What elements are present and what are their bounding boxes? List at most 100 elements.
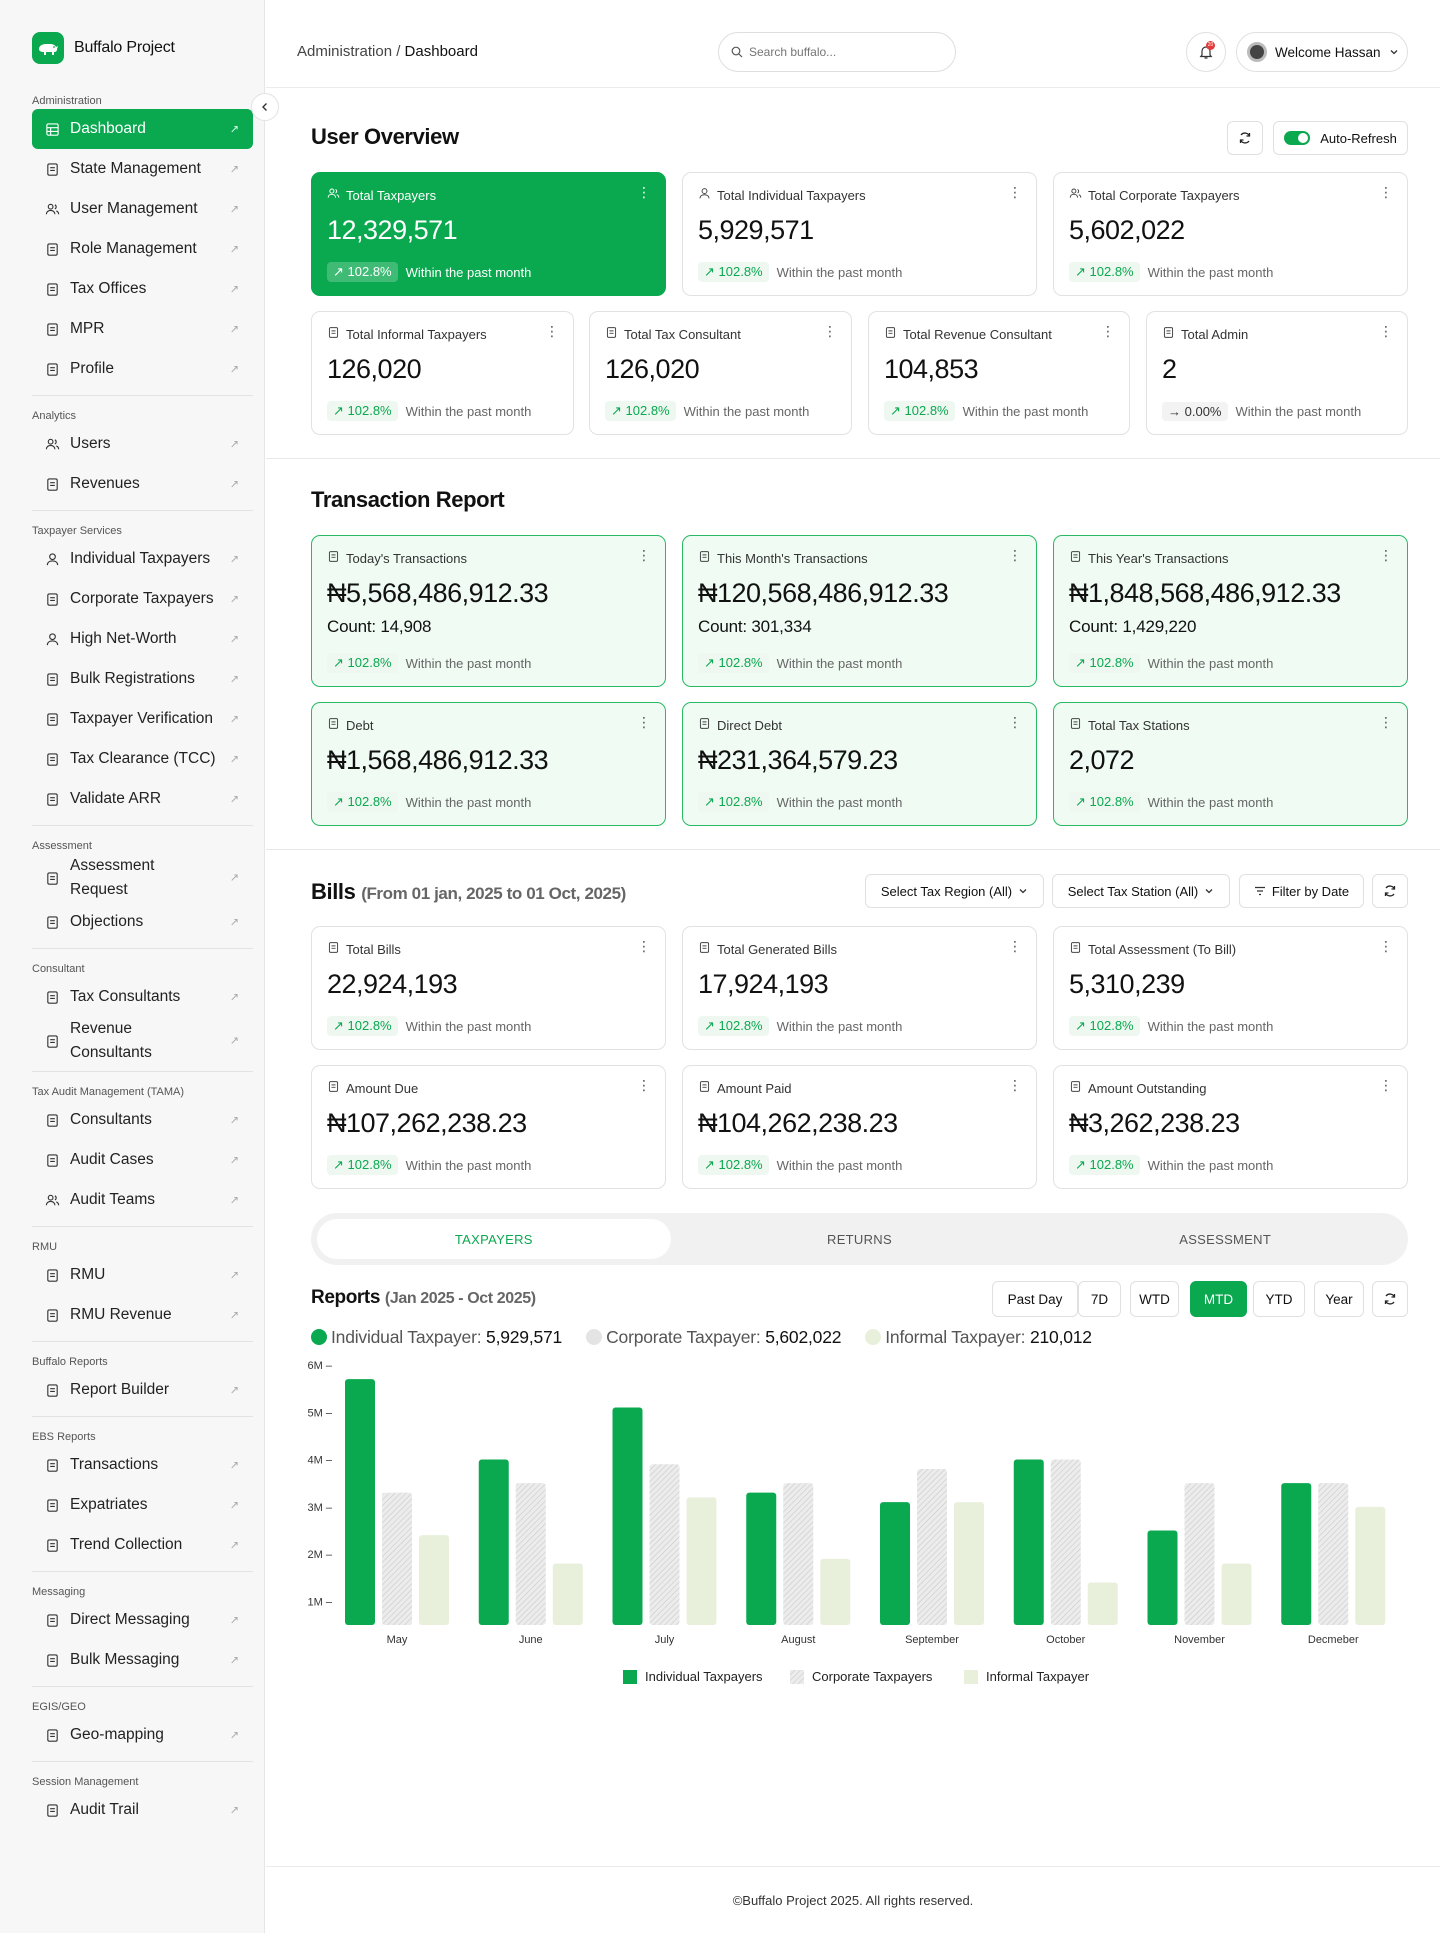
more-vertical-icon[interactable]: ⋮ <box>637 184 651 200</box>
sidebar-item-users[interactable]: Users ↗ <box>32 424 253 464</box>
sidebar-item-taxpayer-verification[interactable]: Taxpayer Verification ↗ <box>32 699 253 739</box>
sidebar-item-geo-mapping[interactable]: Geo-mapping ↗ <box>32 1715 253 1755</box>
stat-card-total-tax-stations[interactable]: Total Tax Stations ⋮ 2,072 ↗ 102.8% Within t… <box>1053 702 1408 826</box>
sidebar-item-tax-clearance-tcc[interactable]: Tax Clearance (TCC) ↗ <box>32 739 253 779</box>
stat-card-amount-due[interactable]: Amount Due ⋮ ₦107,262,238.23 ↗ 102.8% Within… <box>311 1065 666 1189</box>
reports-refresh-button[interactable] <box>1372 1281 1408 1317</box>
auto-refresh-toggle[interactable]: Auto-Refresh <box>1273 121 1408 155</box>
sidebar-item-tax-consultants[interactable]: Tax Consultants ↗ <box>32 977 253 1017</box>
stat-card-total-generated-bills[interactable]: Total Generated Bills ⋮ 17,924,193 ↗ 102.8%… <box>682 926 1037 1050</box>
stat-card-amount-outstanding[interactable]: Amount Outstanding ⋮ ₦3,262,238.23 ↗ 102.8%… <box>1053 1065 1408 1189</box>
collapse-sidebar-button[interactable] <box>251 93 279 121</box>
sidebar-item-report-builder[interactable]: Report Builder ↗ <box>32 1370 253 1410</box>
range-mtd[interactable]: MTD <box>1190 1281 1247 1317</box>
bar-informal-taxpayer-november[interactable] <box>1221 1563 1252 1625</box>
bar-individual-taxpayers-november[interactable] <box>1147 1530 1178 1625</box>
bar-individual-taxpayers-september[interactable] <box>880 1502 910 1625</box>
user-menu-button[interactable]: Welcome Hassan <box>1236 32 1408 72</box>
stat-card-total-corporate-taxpayers[interactable]: Total Corporate Taxpayers ⋮ 5,602,022 ↗ 102… <box>1053 172 1408 296</box>
bar-corporate-taxpayers-july[interactable] <box>649 1464 680 1625</box>
sidebar-item-mpr[interactable]: MPR ↗ <box>32 309 253 349</box>
more-vertical-icon[interactable]: ⋮ <box>1379 323 1393 339</box>
sidebar-item-dashboard[interactable]: Dashboard ↗ <box>32 109 253 149</box>
bar-corporate-taxpayers-october[interactable] <box>1050 1459 1081 1625</box>
stat-card-total-individual-taxpayers[interactable]: Total Individual Taxpayers ⋮ 5,929,571 ↗ 10… <box>682 172 1037 296</box>
more-vertical-icon[interactable]: ⋮ <box>823 323 837 339</box>
stat-card-total-taxpayers[interactable]: Total Taxpayers ⋮ 12,329,571 ↗ 102.8% Within… <box>311 172 666 296</box>
sidebar-item-validate-arr[interactable]: Validate ARR ↗ <box>32 779 253 819</box>
stat-card-total-tax-consultant[interactable]: Total Tax Consultant ⋮ 126,020 ↗ 102.8% With… <box>589 311 852 435</box>
range-wtd[interactable]: WTD <box>1130 1281 1179 1317</box>
bills-refresh-button[interactable] <box>1372 874 1408 908</box>
search-input[interactable] <box>749 45 929 59</box>
bar-corporate-taxpayers-september[interactable] <box>917 1469 947 1625</box>
tab-returns[interactable]: RETURNS <box>827 1231 892 1247</box>
sidebar-item-role-management[interactable]: Role Management ↗ <box>32 229 253 269</box>
notifications-button[interactable]: 20 <box>1186 32 1226 72</box>
stat-card-direct-debt[interactable]: Direct Debt ⋮ ₦231,364,579.23 ↗ 102.8% Withi… <box>682 702 1037 826</box>
more-vertical-icon[interactable]: ⋮ <box>1008 938 1022 954</box>
bar-individual-taxpayers-october[interactable] <box>1013 1459 1044 1625</box>
bar-informal-taxpayer-june[interactable] <box>552 1563 583 1625</box>
sidebar-item-audit-teams[interactable]: Audit Teams ↗ <box>32 1180 253 1220</box>
bar-corporate-taxpayers-june[interactable] <box>515 1483 546 1625</box>
search-box[interactable] <box>718 32 956 72</box>
filter-by-date-button[interactable]: Filter by Date <box>1239 874 1364 908</box>
bar-individual-taxpayers-july[interactable] <box>612 1407 643 1625</box>
more-vertical-icon[interactable]: ⋮ <box>1008 184 1022 200</box>
more-vertical-icon[interactable]: ⋮ <box>637 1077 651 1093</box>
more-vertical-icon[interactable]: ⋮ <box>1101 323 1115 339</box>
sidebar-item-revenues[interactable]: Revenues ↗ <box>32 464 253 504</box>
breadcrumb-parent[interactable]: Administration / <box>297 43 401 60</box>
refresh-button[interactable] <box>1227 121 1263 155</box>
more-vertical-icon[interactable]: ⋮ <box>1008 1077 1022 1093</box>
sidebar-item-state-management[interactable]: State Management ↗ <box>32 149 253 189</box>
bar-corporate-taxpayers-november[interactable] <box>1184 1483 1215 1625</box>
sidebar-item-direct-messaging[interactable]: Direct Messaging ↗ <box>32 1600 253 1640</box>
stat-card-amount-paid[interactable]: Amount Paid ⋮ ₦104,262,238.23 ↗ 102.8% Withi… <box>682 1065 1037 1189</box>
stat-card-debt[interactable]: Debt ⋮ ₦1,568,486,912.33 ↗ 102.8% Within the… <box>311 702 666 826</box>
sidebar-item-revenue-consultants[interactable]: Revenue Consultants ↗ <box>32 1017 253 1065</box>
bar-corporate-taxpayers-decmeber[interactable] <box>1318 1483 1349 1625</box>
sidebar-item-expatriates[interactable]: Expatriates ↗ <box>32 1485 253 1525</box>
more-vertical-icon[interactable]: ⋮ <box>637 714 651 730</box>
bar-informal-taxpayer-may[interactable] <box>419 1535 449 1625</box>
more-vertical-icon[interactable]: ⋮ <box>1379 184 1393 200</box>
sidebar-item-individual-taxpayers[interactable]: Individual Taxpayers ↗ <box>32 539 253 579</box>
bar-corporate-taxpayers-may[interactable] <box>382 1492 412 1625</box>
sidebar-item-bulk-registrations[interactable]: Bulk Registrations ↗ <box>32 659 253 699</box>
stat-card-total-admin[interactable]: Total Admin ⋮ 2 → 0.00% Within the past mont… <box>1146 311 1408 435</box>
sidebar-item-objections[interactable]: Objections ↗ <box>32 902 253 942</box>
range-7d[interactable]: 7D <box>1078 1281 1121 1317</box>
sidebar-item-tax-offices[interactable]: Tax Offices ↗ <box>32 269 253 309</box>
bar-individual-taxpayers-decmeber[interactable] <box>1281 1483 1312 1625</box>
more-vertical-icon[interactable]: ⋮ <box>1379 1077 1393 1093</box>
stat-card-total-assessment-to-bill[interactable]: Total Assessment (To Bill) ⋮ 5,310,239 ↗ 10… <box>1053 926 1408 1050</box>
tax-station-select[interactable]: Select Tax Station (All) <box>1052 874 1230 908</box>
more-vertical-icon[interactable]: ⋮ <box>637 938 651 954</box>
stat-card-this-year-s-transactions[interactable]: This Year's Transactions ⋮ ₦1,848,568,486,… <box>1053 535 1408 687</box>
bar-individual-taxpayers-june[interactable] <box>478 1459 509 1625</box>
bar-informal-taxpayer-decmeber[interactable] <box>1355 1506 1386 1625</box>
sidebar-item-user-management[interactable]: User Management ↗ <box>32 189 253 229</box>
bar-informal-taxpayer-august[interactable] <box>820 1558 851 1625</box>
sidebar-item-audit-cases[interactable]: Audit Cases ↗ <box>32 1140 253 1180</box>
range-past-day[interactable]: Past Day <box>992 1281 1078 1317</box>
bar-individual-taxpayers-may[interactable] <box>345 1379 375 1625</box>
stat-card-total-bills[interactable]: Total Bills ⋮ 22,924,193 ↗ 102.8% Within the… <box>311 926 666 1050</box>
toggle-switch[interactable] <box>1284 131 1311 145</box>
range-year[interactable]: Year <box>1314 1281 1364 1317</box>
bar-informal-taxpayer-july[interactable] <box>686 1497 717 1625</box>
more-vertical-icon[interactable]: ⋮ <box>1008 547 1022 563</box>
range-ytd[interactable]: YTD <box>1253 1281 1305 1317</box>
sidebar-item-profile[interactable]: Profile ↗ <box>32 349 253 389</box>
more-vertical-icon[interactable]: ⋮ <box>1379 938 1393 954</box>
bar-corporate-taxpayers-august[interactable] <box>783 1483 814 1625</box>
tax-region-select[interactable]: Select Tax Region (All) <box>865 874 1044 908</box>
sidebar-item-rmu-revenue[interactable]: RMU Revenue ↗ <box>32 1295 253 1335</box>
more-vertical-icon[interactable]: ⋮ <box>545 323 559 339</box>
sidebar-item-consultants[interactable]: Consultants ↗ <box>32 1100 253 1140</box>
sidebar-item-transactions[interactable]: Transactions ↗ <box>32 1445 253 1485</box>
sidebar-item-assessment-request[interactable]: Assessment Request ↗ <box>32 854 253 902</box>
sidebar-item-audit-trail[interactable]: Audit Trail ↗ <box>32 1790 253 1830</box>
